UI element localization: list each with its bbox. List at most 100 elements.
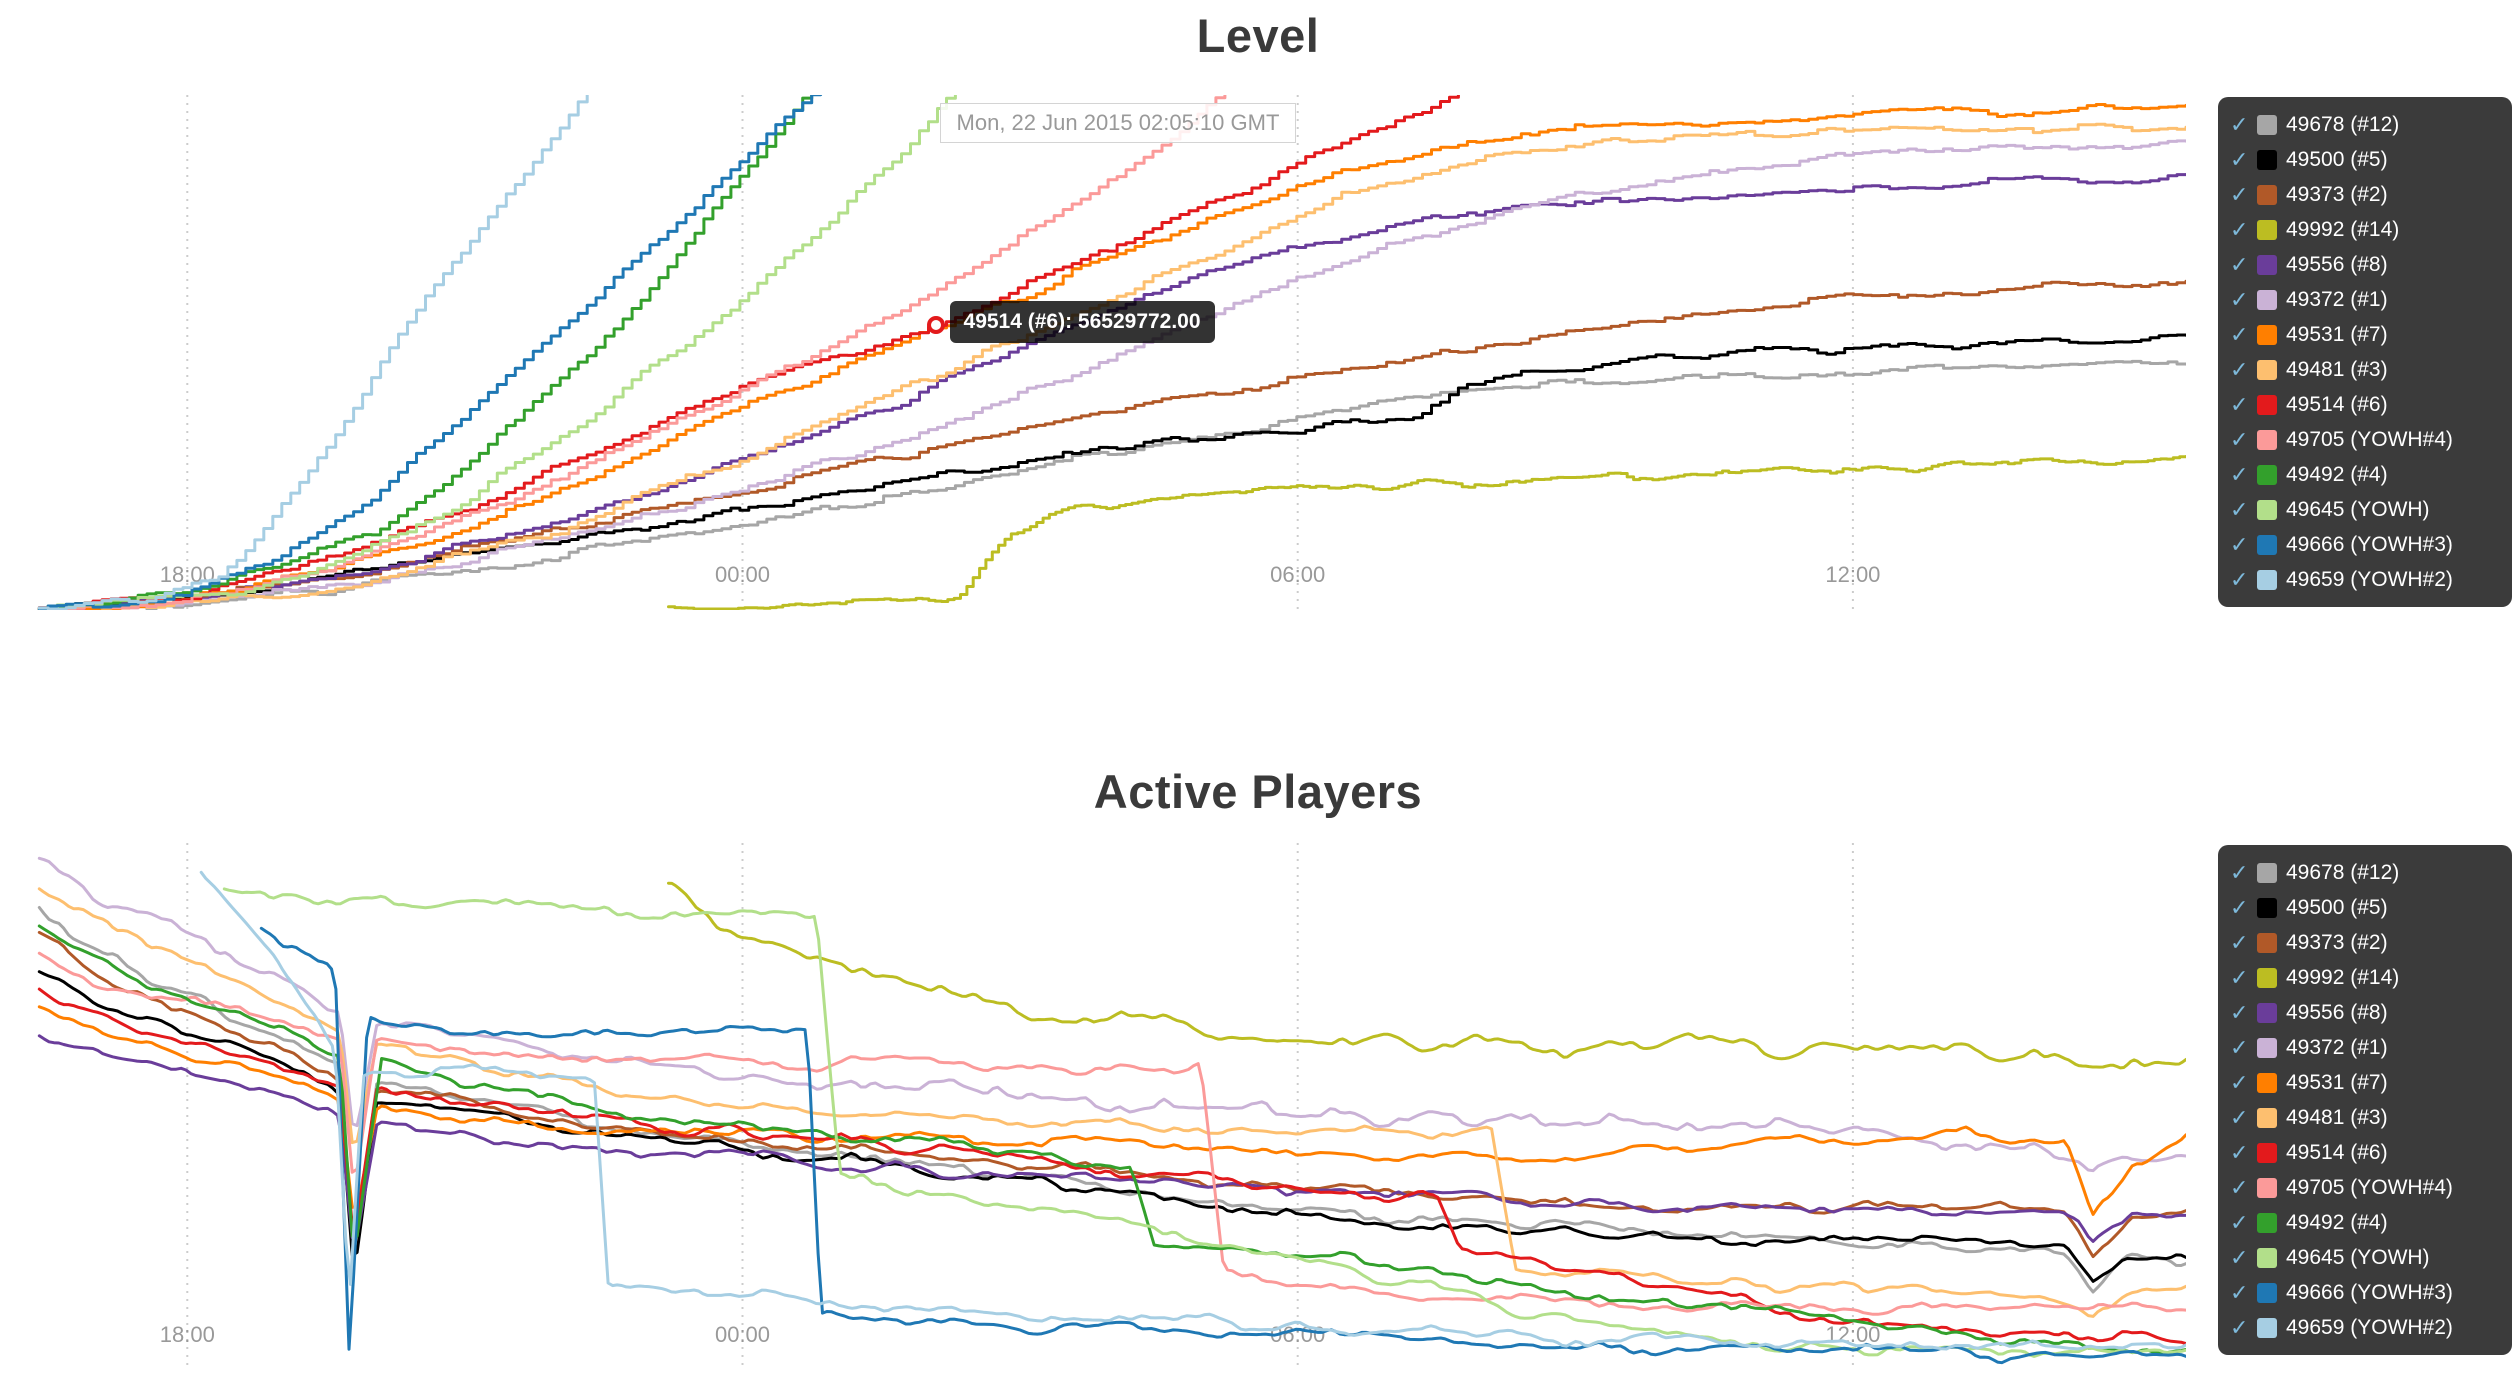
series-line[interactable] (199, 870, 2186, 1351)
color-swatch-icon (2257, 429, 2277, 450)
check-icon: ✓ (2230, 894, 2249, 920)
level-chart-plot[interactable]: 18:00 00:00 06:00 12:00 (30, 95, 2186, 610)
legend-item[interactable]: ✓ 49659 (YOWH#2) (2218, 1310, 2512, 1345)
legend-label: 49481 (#3) (2286, 357, 2388, 381)
series-line[interactable] (37, 970, 2186, 1283)
check-icon: ✓ (2230, 1244, 2249, 1270)
series-line[interactable] (37, 139, 2186, 610)
check-icon: ✓ (2230, 929, 2249, 955)
color-swatch-icon (2257, 289, 2277, 310)
color-swatch-icon (2257, 324, 2277, 345)
legend-label: 49705 (YOWH#4) (2286, 1175, 2453, 1199)
legend-label: 49705 (YOWH#4) (2286, 427, 2453, 451)
check-icon: ✓ (2230, 426, 2249, 452)
check-icon: ✓ (2230, 1139, 2249, 1165)
legend-label: 49992 (#14) (2286, 217, 2400, 241)
legend-item[interactable]: ✓ 49514 (#6) (2218, 1135, 2512, 1170)
legend-label: 49645 (YOWH) (2286, 1245, 2430, 1269)
legend-item[interactable]: ✓ 49500 (#5) (2218, 890, 2512, 925)
check-icon: ✓ (2230, 216, 2249, 242)
series-line[interactable] (37, 103, 2186, 610)
legend-item[interactable]: ✓ 49500 (#5) (2218, 142, 2512, 177)
legend-item[interactable]: ✓ 49992 (#14) (2218, 212, 2512, 247)
legend-item[interactable]: ✓ 49705 (YOWH#4) (2218, 1170, 2512, 1205)
legend-item[interactable]: ✓ 49556 (#8) (2218, 995, 2512, 1030)
legend-item[interactable]: ✓ 49666 (YOWH#3) (2218, 1275, 2512, 1310)
legend-item[interactable]: ✓ 49372 (#1) (2218, 282, 2512, 317)
series-line[interactable] (667, 455, 2187, 610)
check-icon: ✓ (2230, 321, 2249, 347)
series-line[interactable] (37, 1005, 2186, 1216)
legend-item[interactable]: ✓ 49678 (#12) (2218, 855, 2512, 890)
check-icon: ✓ (2230, 1209, 2249, 1235)
color-swatch-icon (2257, 1037, 2277, 1058)
active-players-chart-plot[interactable]: 18:00 00:00 06:00 12:00 (30, 843, 2186, 1370)
color-swatch-icon (2257, 932, 2277, 953)
active-players-chart-title: Active Players (1093, 765, 1423, 818)
check-icon: ✓ (2230, 859, 2249, 885)
check-icon: ✓ (2230, 1104, 2249, 1130)
legend-item[interactable]: ✓ 49531 (#7) (2218, 317, 2512, 352)
legend-item[interactable]: ✓ 49645 (YOWH) (2218, 492, 2512, 527)
legend-label: 49659 (YOWH#2) (2286, 1315, 2453, 1339)
color-swatch-icon (2257, 1177, 2277, 1198)
series-line[interactable] (667, 881, 2187, 1070)
check-icon: ✓ (2230, 251, 2249, 277)
legend-label: 49645 (YOWH) (2286, 497, 2430, 521)
series-line[interactable] (37, 95, 2186, 610)
legend-item[interactable]: ✓ 49678 (#12) (2218, 107, 2512, 142)
legend-item[interactable]: ✓ 49372 (#1) (2218, 1030, 2512, 1065)
check-icon: ✓ (2230, 1174, 2249, 1200)
legend-label: 49556 (#8) (2286, 1000, 2388, 1024)
legend-item[interactable]: ✓ 49492 (#4) (2218, 1205, 2512, 1240)
legend-label: 49678 (#12) (2286, 860, 2400, 884)
legend-label: 49372 (#1) (2286, 1035, 2388, 1059)
color-swatch-icon (2257, 1212, 2277, 1233)
legend-label: 49992 (#14) (2286, 965, 2400, 989)
legend-item[interactable]: ✓ 49373 (#2) (2218, 177, 2512, 212)
series-line[interactable] (37, 359, 2186, 610)
legend-item[interactable]: ✓ 49992 (#14) (2218, 960, 2512, 995)
legend-item[interactable]: ✓ 49373 (#2) (2218, 925, 2512, 960)
legend-item[interactable]: ✓ 49531 (#7) (2218, 1065, 2512, 1100)
series-line[interactable] (259, 926, 2186, 1365)
series-line[interactable] (37, 95, 2186, 610)
color-swatch-icon (2257, 1247, 2277, 1268)
x-tick-label: 06:00 (1270, 562, 1325, 587)
legend-item[interactable]: ✓ 49705 (YOWH#4) (2218, 422, 2512, 457)
x-tick-label: 18:00 (160, 1322, 215, 1347)
color-swatch-icon (2257, 1142, 2277, 1163)
x-tick-label: 12:00 (1825, 1322, 1880, 1347)
series-line[interactable] (37, 924, 2186, 1355)
color-swatch-icon (2257, 114, 2277, 135)
color-swatch-icon (2257, 219, 2277, 240)
series-line[interactable] (222, 887, 2186, 1358)
series-line[interactable] (37, 987, 2186, 1346)
legend-item[interactable]: ✓ 49492 (#4) (2218, 457, 2512, 492)
legend-item[interactable]: ✓ 49645 (YOWH) (2218, 1240, 2512, 1275)
x-tick-label: 12:00 (1825, 562, 1880, 587)
legend-label: 49514 (#6) (2286, 392, 2388, 416)
color-swatch-icon (2257, 149, 2277, 170)
legend-item[interactable]: ✓ 49481 (#3) (2218, 1100, 2512, 1135)
color-swatch-icon (2257, 254, 2277, 275)
check-icon: ✓ (2230, 999, 2249, 1025)
legend-item[interactable]: ✓ 49666 (YOWH#3) (2218, 527, 2512, 562)
legend-item[interactable]: ✓ 49481 (#3) (2218, 352, 2512, 387)
legend-item[interactable]: ✓ 49556 (#8) (2218, 247, 2512, 282)
series-line[interactable] (37, 95, 2186, 610)
color-swatch-icon (2257, 967, 2277, 988)
series-line[interactable] (37, 95, 2186, 610)
legend-label: 49514 (#6) (2286, 1140, 2388, 1164)
color-swatch-icon (2257, 1282, 2277, 1303)
legend-item[interactable]: ✓ 49659 (YOWH#2) (2218, 562, 2512, 597)
series-line[interactable] (37, 887, 2186, 1318)
series-line[interactable] (37, 1034, 2186, 1243)
color-swatch-icon (2257, 184, 2277, 205)
legend-item[interactable]: ✓ 49514 (#6) (2218, 387, 2512, 422)
series-line[interactable] (37, 173, 2186, 610)
series-line[interactable] (37, 95, 2186, 610)
series-line[interactable] (37, 95, 2186, 610)
active-players-chart-legend: ✓ 49678 (#12) ✓ 49500 (#5) ✓ 49373 (#2) ✓ 49992… (2218, 845, 2512, 1355)
series-line[interactable] (37, 951, 2186, 1316)
